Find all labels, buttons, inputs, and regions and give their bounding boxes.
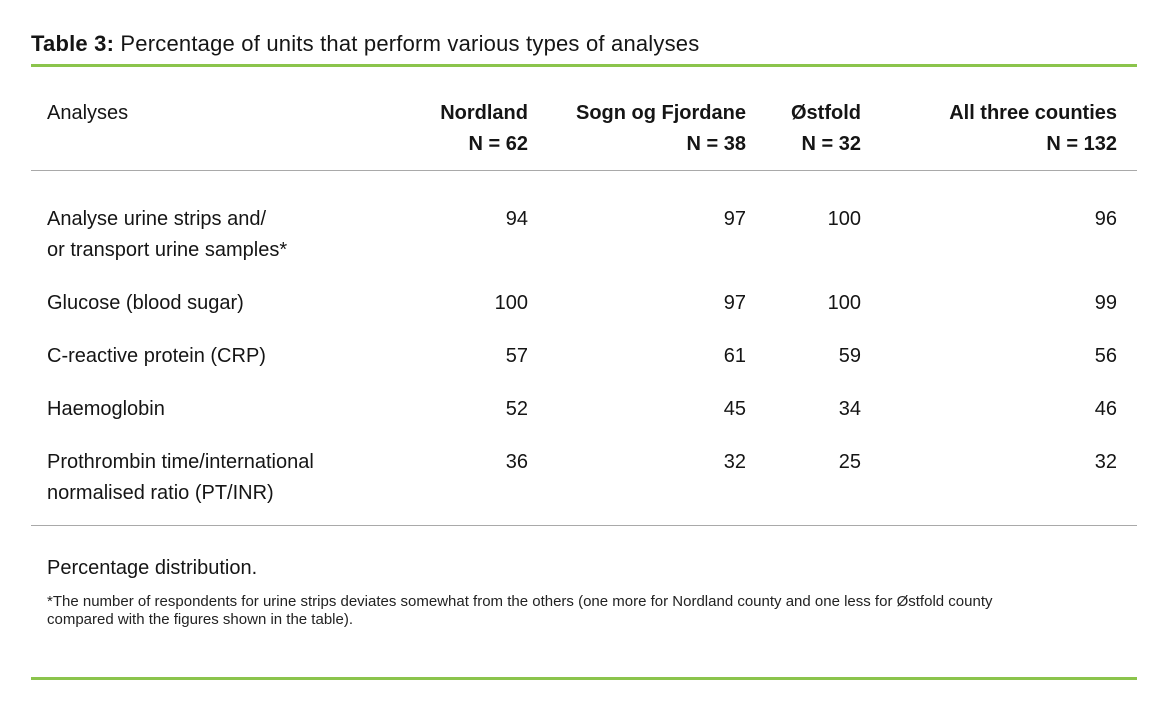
row-label: Prothrombin time/international normalise… — [31, 447, 361, 526]
table-body: Analyse urine strips and/ or transport u… — [31, 171, 1137, 526]
value-cell: 34 — [838, 398, 861, 420]
value-cell: 96 — [1094, 208, 1117, 230]
table-header: Analyses Nordland N = 62 Sogn og Fjordan… — [31, 67, 1137, 171]
county-name: Sogn og Fjordane — [576, 102, 746, 124]
row-label: C-reactive protein (CRP) — [47, 345, 266, 367]
county-n: N = 32 — [801, 133, 861, 155]
value-cell: 57 — [505, 345, 528, 367]
value-cell: 100 — [827, 292, 861, 314]
county-n: N = 38 — [686, 133, 746, 155]
value-cell: 32 — [861, 447, 1137, 526]
value-cell: 100 — [827, 208, 861, 230]
analyses-table: Analyses Nordland N = 62 Sogn og Fjordan… — [31, 67, 1137, 526]
column-header-ostfold: Østfold N = 32 — [746, 67, 861, 171]
county-name: All three counties — [949, 102, 1117, 124]
table-title-text: Percentage of units that perform various… — [120, 31, 700, 56]
value-cell: 52 — [505, 398, 528, 420]
row-label: Glucose (blood sugar) — [47, 292, 244, 314]
value-cell: 94 — [505, 208, 528, 230]
row-label: Haemoglobin — [47, 398, 165, 420]
column-header-sogn-og-fjordane: Sogn og Fjordane N = 38 — [528, 67, 746, 171]
county-name: Østfold — [791, 102, 861, 124]
value-cell: 97 — [723, 208, 746, 230]
column-header-nordland: Nordland N = 62 — [361, 67, 528, 171]
table-row-urine-strips: Analyse urine strips and/ or transport u… — [31, 171, 1137, 289]
value-cell: 100 — [494, 292, 528, 314]
table-row-crp: C-reactive protein (CRP) 57 61 59 56 — [31, 341, 1137, 394]
value-cell: 56 — [1094, 345, 1117, 367]
value-cell: 25 — [746, 447, 861, 526]
table-row-glucose: Glucose (blood sugar) 100 97 100 99 — [31, 288, 1137, 341]
table-title: Table 3: Percentage of units that perfor… — [31, 0, 1137, 57]
value-cell: 97 — [723, 292, 746, 314]
footnote: *The number of respondents for urine str… — [47, 593, 993, 628]
table-row-pt-inr: Prothrombin time/international normalise… — [31, 447, 1137, 526]
value-cell: 32 — [528, 447, 746, 526]
header-row: Analyses Nordland N = 62 Sogn og Fjordan… — [31, 67, 1137, 171]
county-n: N = 132 — [1046, 133, 1117, 155]
row-label: Analyse urine strips and/ or transport u… — [47, 208, 288, 261]
value-cell: 61 — [723, 345, 746, 367]
table-number: Table 3: — [31, 31, 115, 56]
value-cell: 46 — [1094, 398, 1117, 420]
column-header-all-counties: All three counties N = 132 — [861, 67, 1137, 171]
accent-rule-bottom — [31, 677, 1137, 680]
county-name: Nordland — [440, 102, 528, 124]
column-header-analyses: Analyses — [31, 67, 361, 171]
value-cell: 45 — [723, 398, 746, 420]
table-row-haemoglobin: Haemoglobin 52 45 34 46 — [31, 394, 1137, 447]
value-cell: 59 — [838, 345, 861, 367]
accent-rule-top — [31, 64, 1137, 67]
distribution-note: Percentage distribution. — [47, 557, 258, 579]
value-cell: 36 — [361, 447, 528, 526]
county-n: N = 62 — [468, 133, 528, 155]
value-cell: 99 — [1094, 292, 1117, 314]
